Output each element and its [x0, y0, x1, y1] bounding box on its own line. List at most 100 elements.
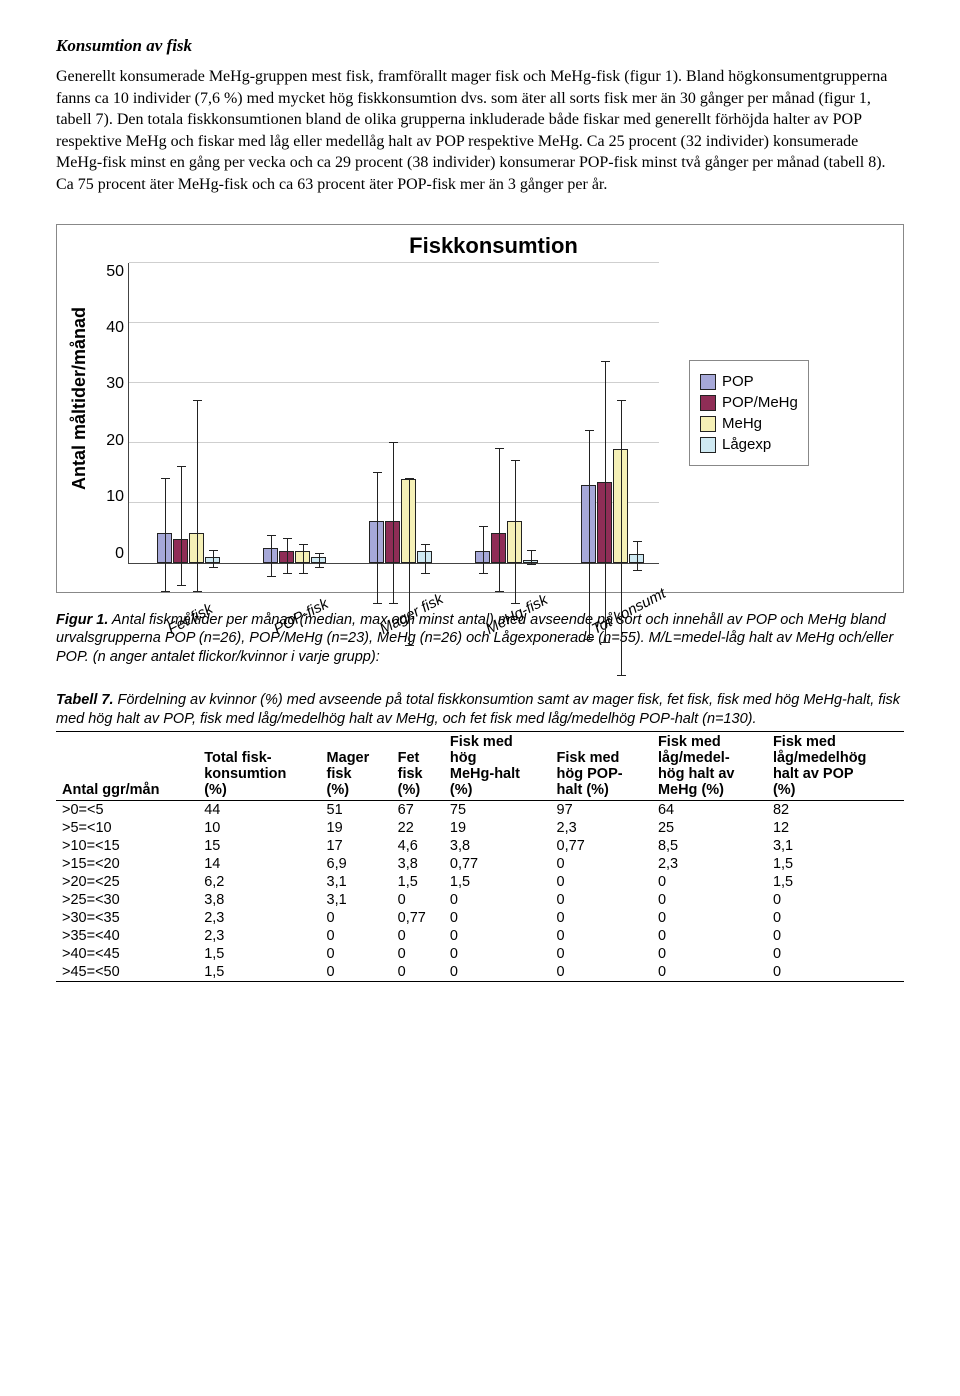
legend-swatch: [700, 437, 716, 453]
table-cell: 0: [392, 963, 444, 982]
table-cell: 19: [444, 819, 551, 837]
bar-group: [157, 533, 220, 563]
figure-label: Figur 1.: [56, 612, 108, 628]
error-bar: [499, 448, 500, 592]
table-cell: >40=<45: [56, 945, 198, 963]
table-cell: 0: [551, 963, 652, 982]
table-cell: 2,3: [198, 909, 320, 927]
table-cell: 2,3: [198, 927, 320, 945]
table-cell: 0: [444, 909, 551, 927]
error-bar: [589, 430, 590, 640]
error-bar: [181, 466, 182, 586]
table-row: >5=<10101922192,32512: [56, 819, 904, 837]
error-bar: [377, 472, 378, 604]
table-cell: 0: [444, 963, 551, 982]
bar-group: [369, 479, 432, 563]
chart-container: Antal måltider/månad Fiskkonsumtion 5040…: [56, 224, 904, 593]
y-axis-ticks: 50403020100: [96, 263, 124, 563]
table-header: Total fisk-konsumtion(%): [198, 731, 320, 800]
table-cell: 0: [767, 909, 904, 927]
error-bar: [483, 526, 484, 574]
table-row: >15=<20146,93,80,7702,31,5: [56, 855, 904, 873]
table-cell: >15=<20: [56, 855, 198, 873]
table-row: >40=<451,5000000: [56, 945, 904, 963]
table-cell: >35=<40: [56, 927, 198, 945]
legend-label: POP/MeHg: [722, 394, 798, 411]
table-cell: 0,77: [551, 837, 652, 855]
table-cell: 3,1: [321, 891, 392, 909]
table-cell: 0: [551, 873, 652, 891]
data-table: Antal ggr/månTotal fisk-konsumtion(%)Mag…: [56, 731, 904, 982]
table-row: >20=<256,23,11,51,5001,5: [56, 873, 904, 891]
table-cell: 0: [551, 909, 652, 927]
bar: [629, 554, 644, 563]
table-cell: 64: [652, 800, 767, 819]
table-cell: 4,6: [392, 837, 444, 855]
bar: [475, 551, 490, 563]
table-cell: >20=<25: [56, 873, 198, 891]
table-cell: >45=<50: [56, 963, 198, 982]
table-cell: 10: [198, 819, 320, 837]
legend-swatch: [700, 395, 716, 411]
table-cell: 17: [321, 837, 392, 855]
table-cell: 0: [444, 945, 551, 963]
error-bar: [621, 400, 622, 676]
section-title: Konsumtion av fisk: [56, 36, 904, 56]
table-cell: 0: [551, 945, 652, 963]
table-cell: 0: [652, 909, 767, 927]
table-row: >25=<303,83,100000: [56, 891, 904, 909]
table-cell: 97: [551, 800, 652, 819]
table-header: Magerfisk(%): [321, 731, 392, 800]
y-tick: 30: [96, 375, 124, 393]
bar: [311, 557, 326, 563]
table-cell: 67: [392, 800, 444, 819]
bar: [279, 551, 294, 563]
table-cell: 44: [198, 800, 320, 819]
table-cell: 75: [444, 800, 551, 819]
table-cell: 22: [392, 819, 444, 837]
legend-item: MeHg: [700, 415, 798, 432]
bar-group: [263, 548, 326, 563]
table-caption-text: Fördelning av kvinnor (%) med avseende p…: [56, 692, 900, 727]
error-bar: [409, 478, 410, 646]
table-cell: 1,5: [767, 873, 904, 891]
table-cell: 1,5: [444, 873, 551, 891]
legend-item: POP/MeHg: [700, 394, 798, 411]
table-cell: 0: [392, 927, 444, 945]
bar: [189, 533, 204, 563]
table-caption: Tabell 7. Fördelning av kvinnor (%) med …: [56, 691, 904, 729]
table-header: Fetfisk(%): [392, 731, 444, 800]
table-cell: 0: [767, 927, 904, 945]
error-bar: [531, 550, 532, 565]
table-cell: >30=<35: [56, 909, 198, 927]
error-bar: [197, 400, 198, 592]
table-cell: 1,5: [767, 855, 904, 873]
legend-label: MeHg: [722, 415, 762, 432]
table-cell: 0: [321, 963, 392, 982]
table-cell: 0: [551, 927, 652, 945]
table-cell: 15: [198, 837, 320, 855]
y-tick: 20: [96, 432, 124, 450]
table-cell: 0: [551, 855, 652, 873]
table-row: >45=<501,5000000: [56, 963, 904, 982]
legend-label: POP: [722, 373, 754, 390]
bar: [295, 551, 310, 563]
table-cell: 0: [444, 927, 551, 945]
table-cell: 1,5: [198, 945, 320, 963]
table-cell: 82: [767, 800, 904, 819]
table-cell: >25=<30: [56, 891, 198, 909]
bar: [417, 551, 432, 563]
bar: [613, 449, 628, 563]
table-cell: 0: [392, 945, 444, 963]
bar: [263, 548, 278, 563]
table-cell: 3,8: [198, 891, 320, 909]
error-bar: [213, 550, 214, 568]
table-cell: 0: [652, 873, 767, 891]
table-cell: 25: [652, 819, 767, 837]
table-cell: 3,8: [444, 837, 551, 855]
table-cell: >5=<10: [56, 819, 198, 837]
bar: [157, 533, 172, 563]
error-bar: [515, 460, 516, 604]
table-row: >10=<1515174,63,80,778,53,1: [56, 837, 904, 855]
error-bar: [287, 538, 288, 574]
